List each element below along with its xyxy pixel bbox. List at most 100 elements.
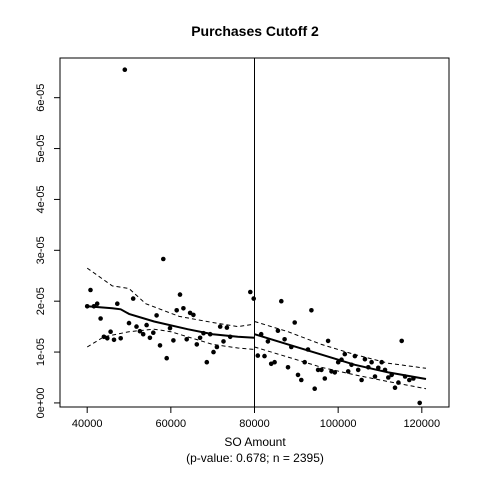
y-tick-label: 0e+00: [35, 387, 47, 418]
data-point: [105, 336, 110, 341]
data-point: [312, 386, 318, 392]
data-point: [292, 320, 298, 325]
confidence-bands: [86, 267, 427, 390]
data-point: [386, 375, 391, 380]
x-axis-label: SO Amount: [224, 435, 286, 449]
data-point: [417, 400, 423, 406]
data-point: [144, 322, 149, 328]
data-point: [265, 339, 271, 344]
data-point: [258, 331, 264, 337]
data-point: [285, 365, 291, 370]
data-point: [315, 367, 321, 373]
data-point: [399, 338, 405, 344]
data-point: [164, 355, 169, 361]
band-left-upper: [86, 267, 255, 328]
data-point: [319, 367, 324, 373]
data-point: [339, 357, 344, 363]
data-point: [151, 330, 156, 336]
data-point: [322, 376, 328, 381]
data-point: [305, 347, 311, 352]
data-point: [111, 337, 117, 343]
data-point: [279, 298, 284, 304]
data-point: [332, 370, 338, 375]
chart-subtitle: (p-value: 0.678; n = 2395): [186, 451, 324, 465]
data-point: [251, 296, 256, 301]
data-point: [126, 320, 132, 326]
fit-line-right: [254, 333, 427, 380]
data-point: [335, 359, 341, 365]
data-point: [392, 385, 398, 391]
y-tick-label: 2e-05: [35, 287, 47, 315]
data-point: [224, 325, 230, 330]
data-point: [174, 308, 179, 313]
x-tick-label: 40000: [72, 418, 103, 430]
data-point: [396, 380, 401, 385]
data-point: [217, 324, 223, 329]
band-left-lower: [86, 328, 255, 350]
data-point: [91, 304, 97, 309]
data-point: [118, 336, 123, 341]
data-point: [376, 365, 381, 371]
data-point: [201, 330, 206, 336]
data-point: [369, 359, 374, 365]
data-point: [309, 308, 314, 313]
data-point: [197, 335, 203, 341]
data-point: [157, 343, 163, 348]
data-point: [295, 372, 301, 378]
data-point: [227, 334, 233, 340]
y-tick-label: 1e-05: [35, 338, 47, 366]
data-point: [137, 328, 143, 334]
data-point: [122, 67, 128, 72]
data-point: [382, 367, 388, 373]
data-points: [84, 67, 423, 406]
data-point: [88, 287, 93, 293]
data-point: [272, 359, 277, 365]
data-point: [191, 312, 196, 318]
band-right-upper: [254, 321, 427, 369]
x-tick-label: 60000: [156, 418, 187, 430]
x-tick-label: 80000: [239, 418, 270, 430]
x-tick-label: 120000: [403, 418, 440, 430]
data-point: [154, 313, 159, 318]
data-point: [362, 356, 368, 362]
data-point: [349, 362, 354, 368]
data-point: [345, 369, 351, 374]
data-point: [108, 329, 113, 335]
band-right-lower: [254, 346, 427, 390]
data-point: [402, 374, 408, 379]
data-point: [359, 377, 364, 383]
data-point: [134, 324, 139, 329]
data-point: [255, 353, 261, 358]
data-point: [84, 304, 90, 309]
y-tick-label: 3e-05: [35, 236, 47, 264]
data-point: [207, 331, 213, 337]
data-point: [372, 374, 378, 379]
data-point: [147, 335, 153, 341]
y-axis: 0e+00 1e-05 2e-05 3e-05 4e-05 5e-05 6e-05: [35, 84, 60, 418]
y-tick-label: 4e-05: [35, 185, 47, 213]
data-point: [130, 296, 136, 301]
data-point: [94, 301, 100, 307]
data-point: [187, 310, 193, 316]
data-point: [214, 344, 220, 350]
chart-title: Purchases Cutoff 2: [191, 23, 319, 39]
data-point: [221, 339, 226, 344]
y-tick-label: 6e-05: [35, 84, 47, 112]
data-point: [282, 337, 287, 342]
y-tick-label: 5e-05: [35, 134, 47, 162]
x-tick-label: 100000: [320, 418, 357, 430]
data-point: [204, 359, 210, 365]
data-point: [98, 316, 103, 321]
data-point: [366, 365, 371, 370]
data-point: [389, 372, 395, 378]
data-point: [379, 359, 385, 365]
data-point: [407, 377, 412, 383]
data-point: [411, 376, 416, 381]
data-point: [177, 292, 183, 297]
data-point: [211, 349, 216, 355]
data-point: [352, 353, 358, 359]
data-point: [161, 256, 166, 262]
data-point: [115, 301, 120, 307]
